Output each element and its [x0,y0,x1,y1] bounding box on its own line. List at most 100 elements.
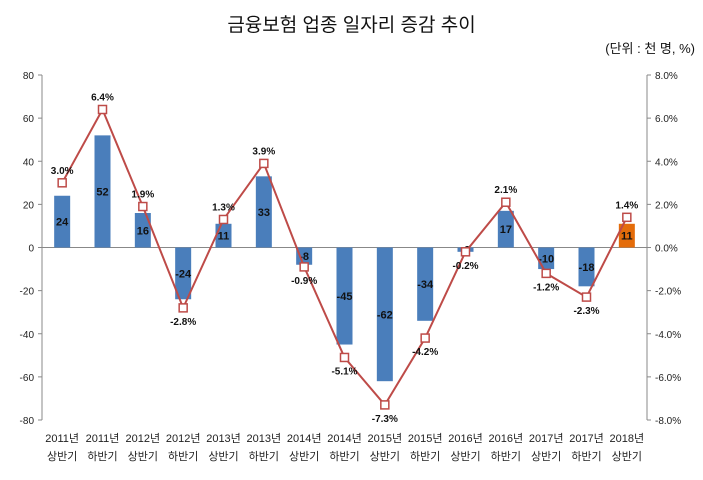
bar-value-label: -18 [579,262,595,274]
bar-value-label: 52 [96,186,108,198]
line-marker [581,292,592,302]
category-label-half: 하반기 [87,449,117,463]
line-marker [420,333,430,343]
category-label-year: 2011년 [45,432,79,445]
category-label-half: 상반기 [208,450,238,463]
bar-value-label: 17 [500,224,512,236]
line-value-label: 3.9% [252,146,275,157]
category-label-year: 2015년 [408,432,443,445]
line-marker [622,212,632,223]
line-value-label: -5.1% [331,366,357,377]
category-label-year: 2012년 [126,432,161,445]
category-label-year: 2013년 [247,432,282,445]
left-tick-label: -60 [20,373,35,384]
left-tick-label: 40 [23,157,35,168]
category-label-half: 하반기 [329,449,359,463]
left-tick-label: 60 [23,114,35,125]
line-marker [460,247,471,257]
right-tick-label: 2.0% [655,200,678,211]
line-value-label: -2.3% [573,306,599,317]
bar-value-label: -24 [175,268,192,280]
bar-value-label: -10 [538,253,554,265]
line-marker [541,268,551,279]
line-value-label: -2.8% [170,317,196,328]
chart-title: 금융보험 업종 일자리 증감 추이 [227,15,476,36]
right-tick-label: 8.0% [655,71,678,82]
line-value-label: 3.0% [51,166,74,177]
right-tick-label: 6.0% [655,114,678,125]
category-label-half: 상반기 [47,450,77,463]
category-label-half: 하반기 [168,449,198,463]
line-marker [218,214,229,225]
bar-value-label: -8 [299,251,309,263]
bar [497,210,514,248]
right-tick-label: -2.0% [655,287,681,298]
category-label-year: 2011년 [86,432,120,445]
unit-note: (단위 : 천 명, %) [605,41,695,56]
line-marker [259,158,269,169]
bar [336,247,353,345]
left-tick-label: 20 [23,200,35,211]
category-label-half: 상반기 [128,450,158,463]
line-marker [57,178,67,188]
bar [94,135,111,248]
bar [255,176,272,248]
category-label-year: 2017년 [569,432,604,445]
left-tick-label: -40 [20,330,35,341]
line-marker [138,201,148,212]
line-value-label: 6.4% [91,93,114,104]
line-value-label: -0.9% [291,276,317,287]
bar [538,247,555,270]
category-label-year: 2018년 [610,432,645,445]
line-marker [339,352,350,363]
line-value-label: 1.9% [131,190,154,201]
line-marker [299,262,309,272]
bar [175,247,192,300]
category-label-year: 2016년 [448,432,483,445]
category-label-half: 하반기 [571,449,601,463]
line-value-label: -1.2% [533,282,559,293]
bar-value-label: -45 [337,291,353,303]
bar-value-label: 11 [218,231,230,243]
line-value-label: -0.2% [452,261,478,272]
bar [618,223,635,248]
category-label-half: 상반기 [289,450,319,463]
category-label-year: 2016년 [489,432,524,445]
left-tick-label: 80 [23,71,35,82]
line-value-label: 1.4% [615,200,638,211]
line-value-label: -7.3% [372,414,398,425]
category-label-year: 2013년 [206,432,241,445]
bar [417,247,434,321]
line-marker [178,303,188,313]
category-label-half: 상반기 [450,450,480,463]
left-tick-label: -80 [20,416,35,427]
bar [134,213,151,248]
right-tick-label: 4.0% [655,157,678,168]
right-tick-label: 0.0% [655,244,678,255]
bar-value-label: -62 [377,309,393,321]
category-label-year: 2015년 [368,432,403,445]
line-marker [501,197,511,207]
right-tick-label: -8.0% [655,416,681,427]
category-label-half: 상반기 [531,450,561,463]
category-label-half: 하반기 [410,449,440,463]
right-tick-label: -6.0% [655,373,681,384]
category-label-half: 상반기 [612,450,642,463]
category-label-half: 하반기 [249,449,279,463]
right-tick-label: -4.0% [655,330,681,341]
bar [296,247,313,265]
line-value-label: 2.1% [494,185,517,196]
line-marker [380,400,390,410]
bar [578,247,595,287]
line-value-label: -4.2% [412,347,438,358]
left-tick-label: -20 [20,287,35,298]
category-label-year: 2017년 [529,432,564,445]
bar-value-label: 16 [137,225,149,237]
category-label-half: 상반기 [370,450,400,463]
category-label-half: 하반기 [491,449,521,463]
bar-value-label: 11 [621,231,633,243]
line-value-label: 1.3% [212,202,235,213]
bar [376,247,393,382]
